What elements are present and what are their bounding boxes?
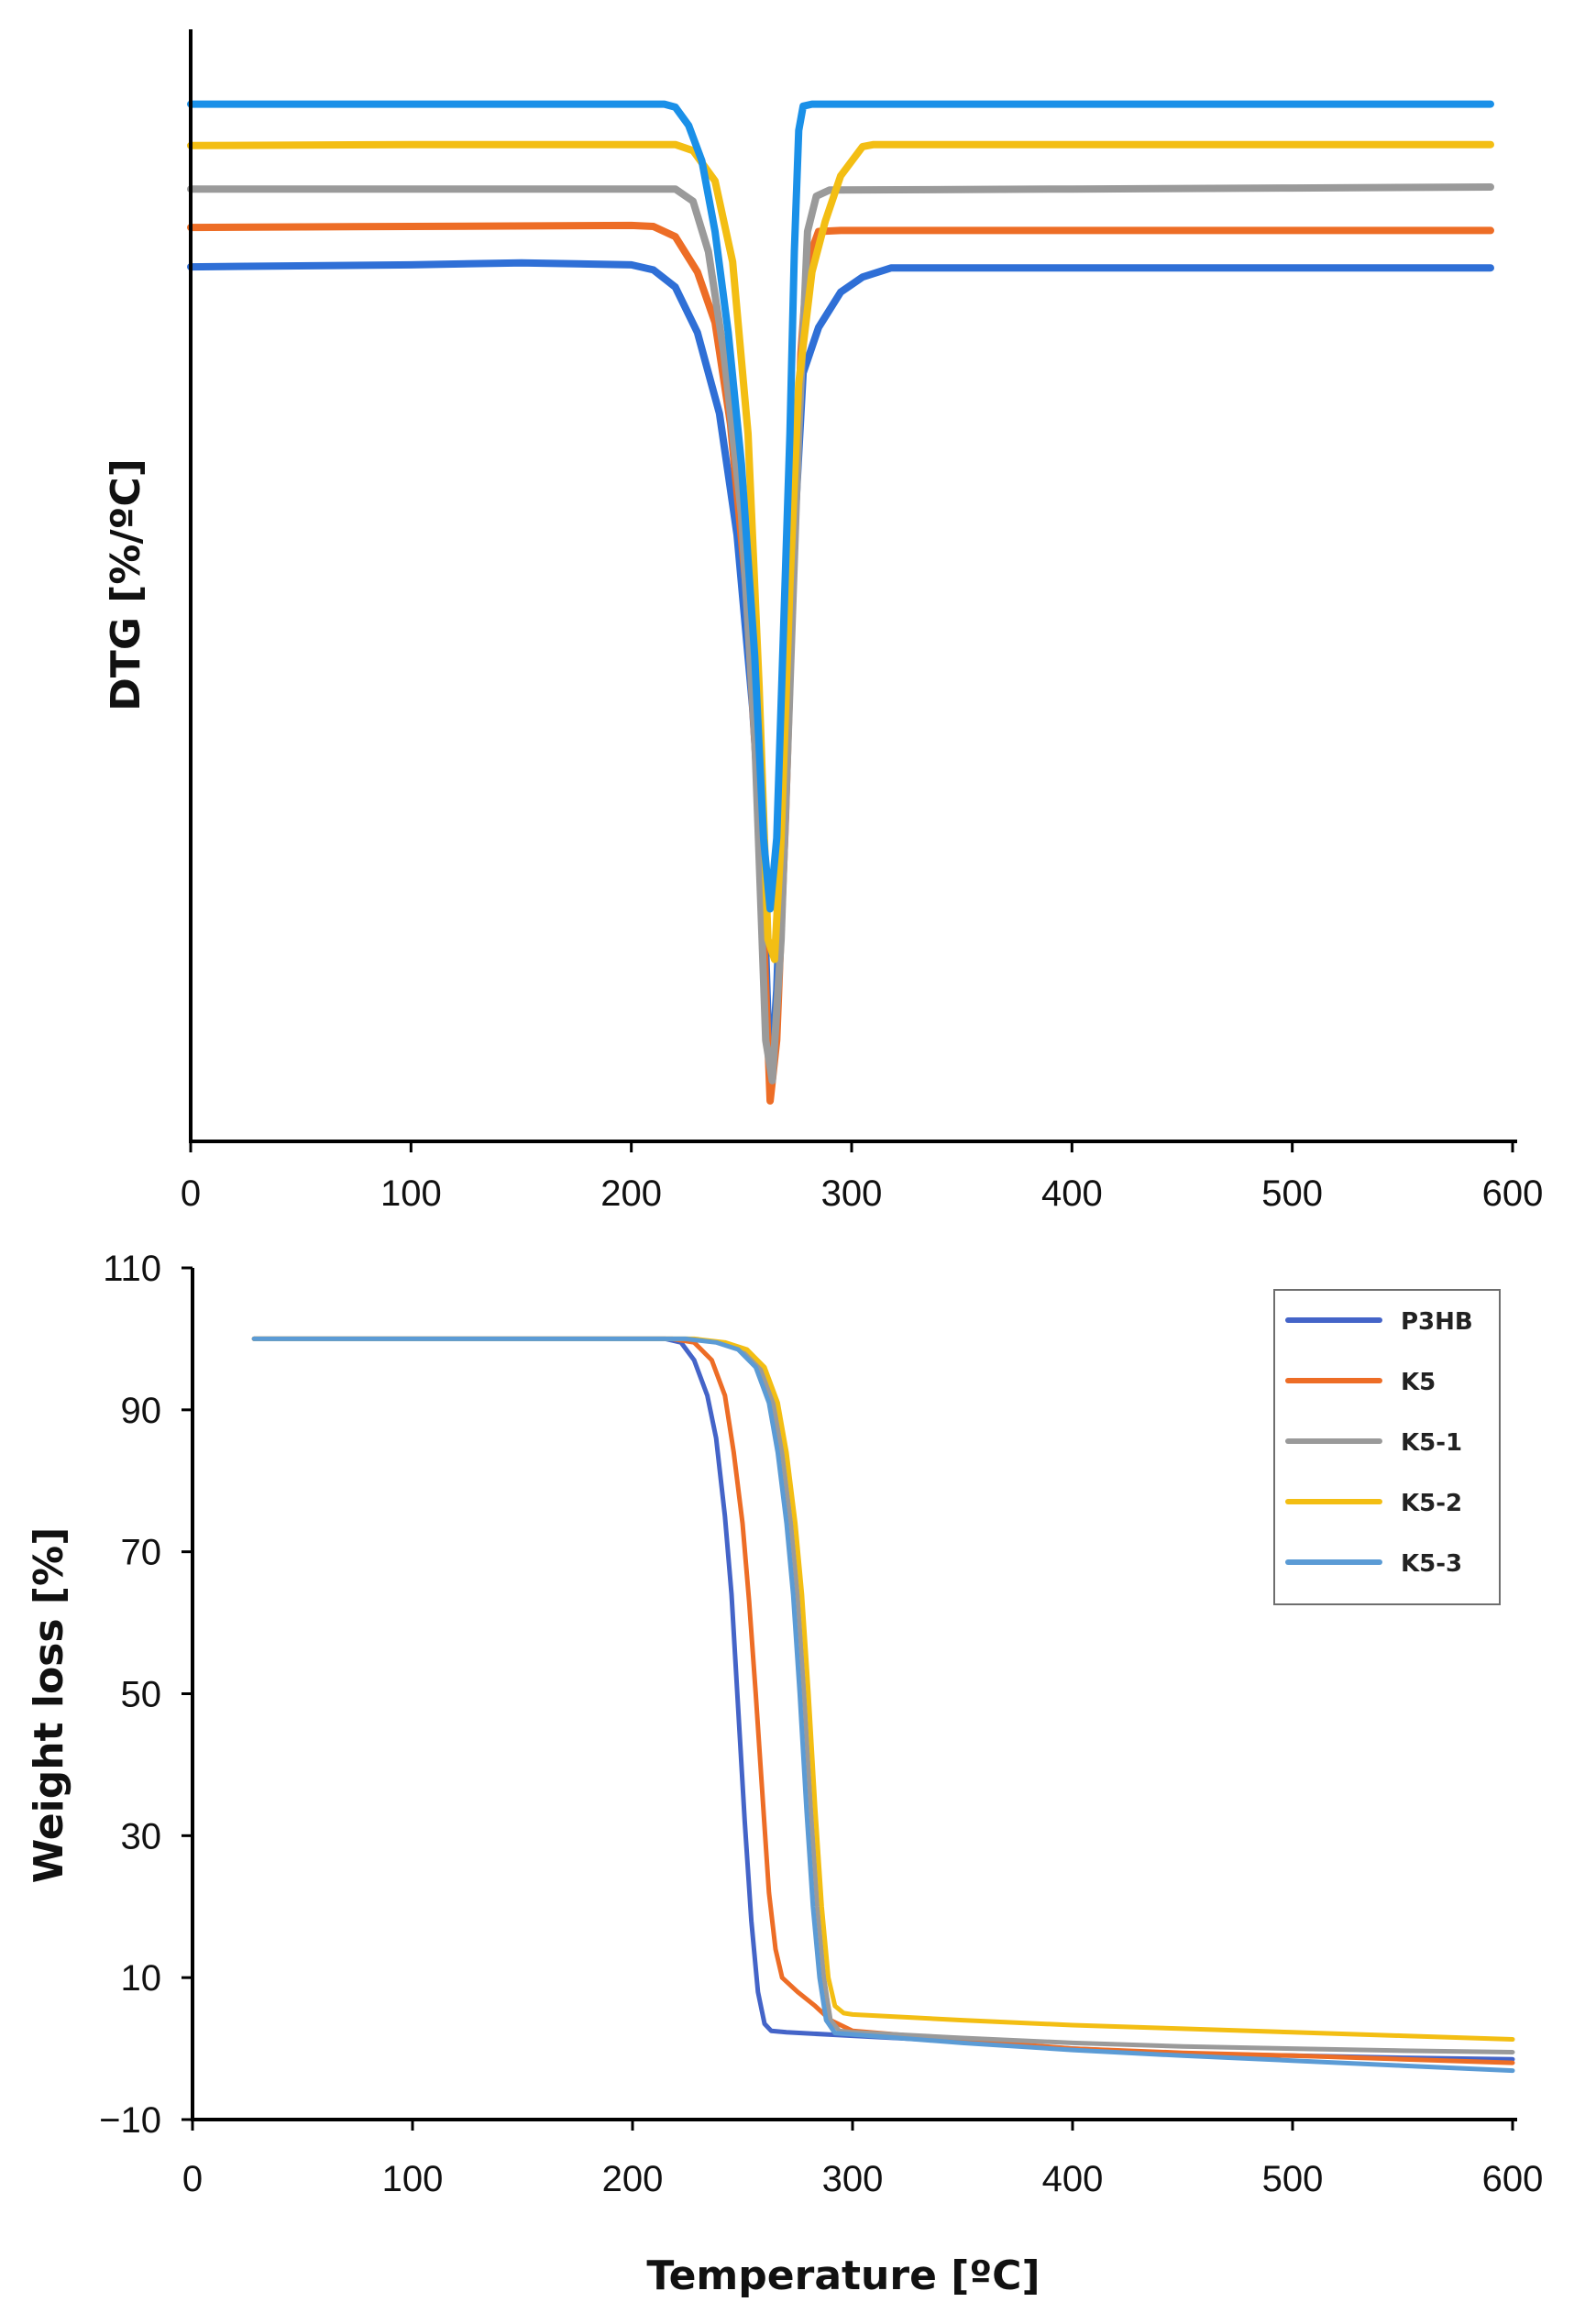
dtg-x-tick-label: 500 — [1261, 1173, 1323, 1214]
weight-y-ticks: −10 10 30 50 70 90 110 — [99, 1249, 193, 2141]
legend-label-p3hb: P3HB — [1401, 1308, 1473, 1336]
weight-y-tick-label: −10 — [99, 2100, 161, 2141]
weight-loss-chart: 0 100 200 300 400 500 600 −10 10 30 50 70 90 110 Wei… — [26, 1249, 1543, 2299]
weight-x-tick-label: 300 — [822, 2159, 884, 2199]
legend-items: P3HB K5 K5-1 K5-2 K5-3 — [1285, 1308, 1473, 1578]
weight-y-tick-label: 90 — [121, 1391, 162, 1431]
dtg-series-group — [187, 100, 1494, 1105]
legend-label-k5: K5 — [1401, 1369, 1436, 1396]
weight-x-tick-label: 200 — [602, 2159, 664, 2199]
weight-x-axis-title: Temperature [ºC] — [646, 2252, 1040, 2299]
legend-label-k5-3: K5-3 — [1401, 1550, 1462, 1578]
dtg-series-line-series-4 — [187, 140, 1494, 964]
weight-x-ticks: 0 100 200 300 400 500 600 — [182, 2120, 1544, 2199]
weight-series-line-k5-2 — [251, 1336, 1515, 2042]
legend-box — [1273, 1289, 1501, 1605]
dtg-x-tick-label: 200 — [600, 1173, 662, 1214]
dtg-series-line-series-1 — [187, 259, 1494, 1095]
dtg-x-tick-label: 400 — [1041, 1173, 1103, 1214]
legend: P3HB K5 K5-1 K5-2 K5-3 — [1273, 1289, 1501, 1605]
weight-y-tick-label: 30 — [121, 1816, 162, 1856]
dtg-x-tick-label: 600 — [1482, 1173, 1544, 1214]
dtg-series-line-series-3 — [187, 183, 1494, 1085]
weight-x-tick-label: 400 — [1042, 2159, 1104, 2199]
weight-series-line-k5-3 — [251, 1336, 1515, 2074]
dtg-x-tick-label: 100 — [380, 1173, 442, 1214]
weight-y-tick-label: 110 — [103, 1249, 161, 1289]
weight-y-tick-label: 50 — [121, 1675, 162, 1715]
weight-series-group — [251, 1336, 1515, 2074]
weight-y-axis-title: Weight loss [%] — [26, 1527, 72, 1883]
dtg-y-axis-title: DTG [%/ºC] — [103, 458, 149, 710]
weight-x-tick-label: 0 — [182, 2159, 203, 2199]
weight-x-tick-label: 600 — [1482, 2159, 1544, 2199]
weight-x-tick-label: 100 — [382, 2159, 444, 2199]
dtg-series-line-series-2 — [187, 221, 1494, 1105]
dtg-x-ticks: 0 100 200 300 400 500 600 — [181, 1141, 1544, 1214]
weight-y-tick-label: 10 — [121, 1958, 162, 1999]
dtg-x-tick-label: 0 — [181, 1173, 201, 1214]
legend-label-k5-1: K5-1 — [1401, 1429, 1462, 1457]
legend-label-k5-2: K5-2 — [1401, 1490, 1462, 1517]
dtg-chart: 0 100 200 300 400 500 600 DTG [%/ºC] — [103, 29, 1543, 1214]
weight-x-tick-label: 500 — [1262, 2159, 1324, 2199]
weight-y-tick-label: 70 — [121, 1533, 162, 1573]
dtg-x-tick-label: 300 — [821, 1173, 883, 1214]
dtg-series-line-series-5 — [187, 100, 1494, 913]
